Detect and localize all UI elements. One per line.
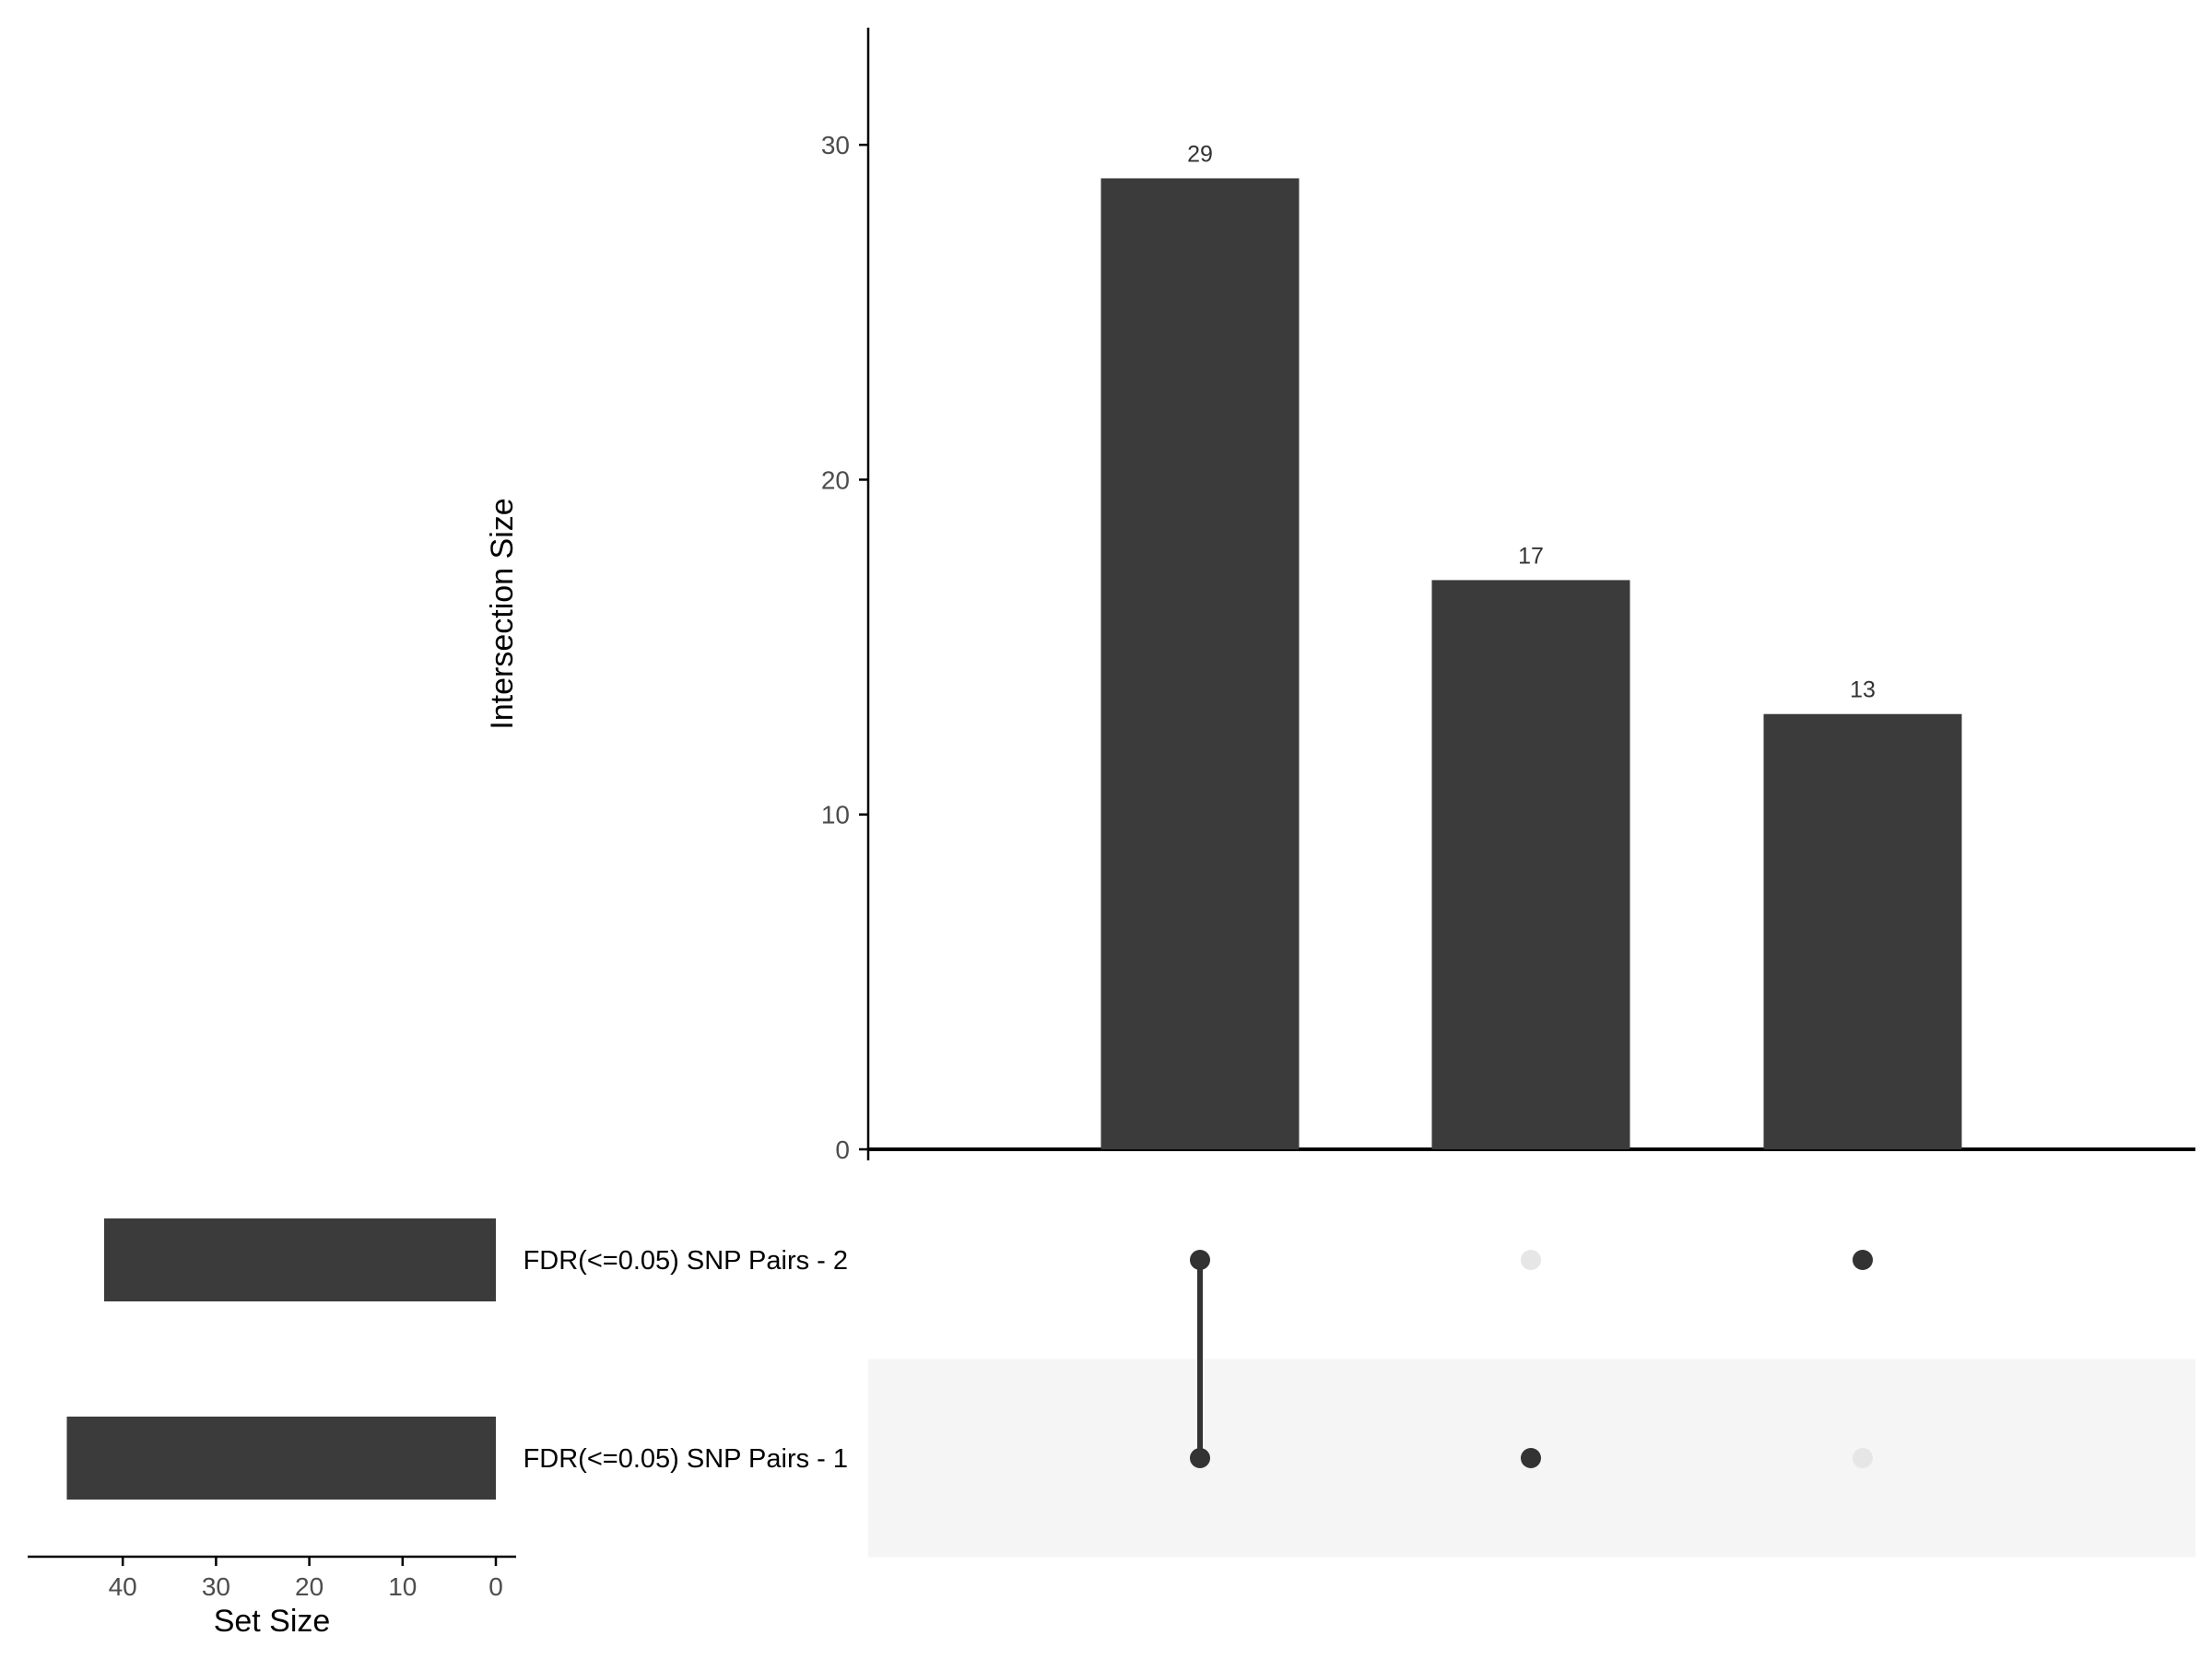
y-tick-label: 30 xyxy=(821,131,850,159)
y-axis-title: Intersection Size xyxy=(485,498,520,729)
matrix-dot-active xyxy=(1521,1448,1541,1468)
matrix-dot-inactive xyxy=(1853,1448,1873,1468)
intersection-matrix xyxy=(1190,1250,1873,1468)
set-labels: FDR(<=0.05) SNP Pairs - 2 FDR(<=0.05) SNP… xyxy=(524,1246,848,1474)
intersection-bar xyxy=(1100,178,1300,1149)
set-size-tick-label: 40 xyxy=(109,1572,137,1601)
set-size-bar xyxy=(66,1417,496,1500)
intersection-bars: 29 17 13 xyxy=(1100,141,1962,1149)
set-size-tick-label: 30 xyxy=(202,1572,230,1601)
matrix-dot-active xyxy=(1190,1250,1210,1270)
intersection-bar-label: 29 xyxy=(1187,141,1213,167)
intersection-bar-label: 13 xyxy=(1850,677,1876,703)
intersection-bar xyxy=(1763,713,1962,1149)
set-size-tick-label: 0 xyxy=(488,1572,503,1601)
intersection-bar xyxy=(1431,580,1630,1149)
set-label: FDR(<=0.05) SNP Pairs - 2 xyxy=(524,1246,848,1276)
matrix-dot-active xyxy=(1190,1448,1210,1468)
y-tick-label: 0 xyxy=(835,1135,850,1164)
y-tick-label: 20 xyxy=(821,465,850,494)
set-size-tick-label: 20 xyxy=(295,1572,324,1601)
set-size-tick-label: 10 xyxy=(388,1572,417,1601)
set-label: FDR(<=0.05) SNP Pairs - 1 xyxy=(524,1444,848,1474)
y-tick-label: 10 xyxy=(821,801,850,830)
set-size-axis-title: Set Size xyxy=(214,1604,331,1639)
set-size-bar xyxy=(103,1218,497,1301)
set-size-bars xyxy=(66,1218,497,1500)
set-size-axis: 40 30 20 10 0 xyxy=(28,1555,516,1601)
matrix-dot-active xyxy=(1853,1250,1873,1270)
intersection-bar-label: 17 xyxy=(1518,543,1544,569)
matrix-dot-inactive xyxy=(1521,1250,1541,1270)
